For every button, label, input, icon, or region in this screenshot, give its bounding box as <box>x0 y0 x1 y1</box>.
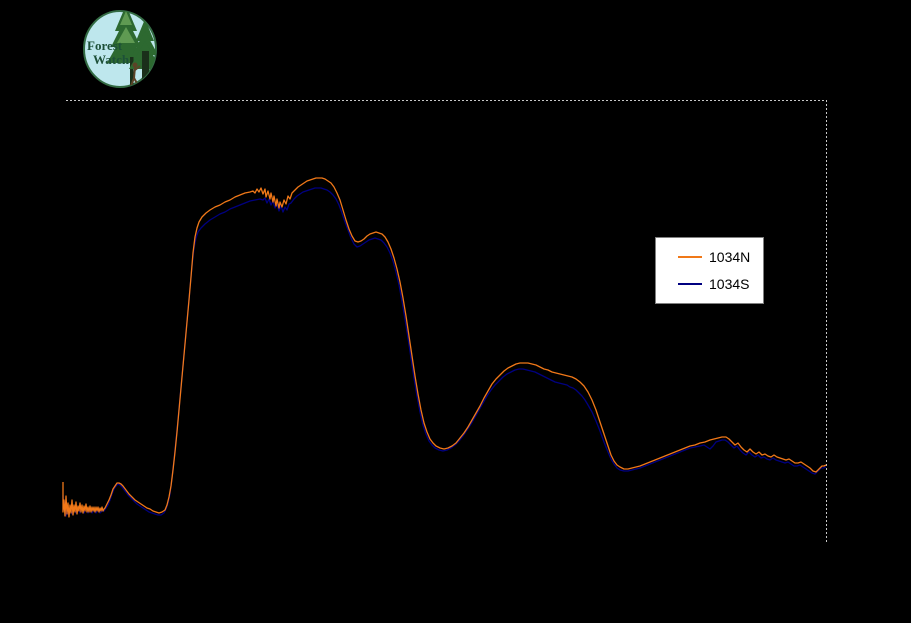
legend: 1034N 1034S <box>655 237 764 304</box>
legend-label-1034n: 1034N <box>709 249 751 266</box>
logo-trees <box>107 11 156 87</box>
logo-climber <box>130 62 141 87</box>
legend-item-1034s: 1034S <box>678 277 763 291</box>
legend-swatch-1034s <box>678 282 702 285</box>
legend-label-1034s: 1034S <box>709 275 750 292</box>
logo-text-line1: Forest <box>87 38 123 53</box>
logo-text-line2: Watch <box>93 52 130 67</box>
series-line-1034n <box>62 177 827 518</box>
legend-swatch-1034n <box>678 256 702 259</box>
legend-item-1034n: 1034N <box>678 250 763 264</box>
series-lines <box>62 177 827 518</box>
forest-watch-logo: Forest Watch <box>82 9 158 89</box>
series-line-1034s <box>62 187 827 517</box>
forest-watch-logo-image: Forest Watch <box>83 10 157 88</box>
